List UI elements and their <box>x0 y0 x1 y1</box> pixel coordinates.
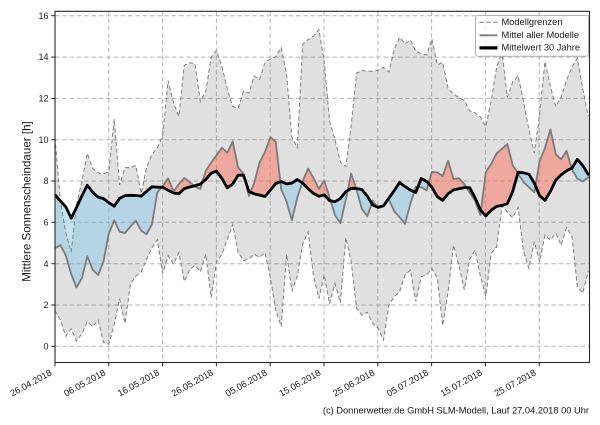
svg-text:8: 8 <box>43 176 48 186</box>
svg-text:Mittelwert 30 Jahre: Mittelwert 30 Jahre <box>502 43 581 53</box>
svg-text:10: 10 <box>38 135 48 145</box>
svg-text:Mittel aller Modelle: Mittel aller Modelle <box>502 30 580 40</box>
svg-text:2: 2 <box>43 300 48 310</box>
svg-text:(c) Donnerwetter.de GmbH SLM-M: (c) Donnerwetter.de GmbH SLM-Modell, Lau… <box>323 406 589 416</box>
svg-text:4: 4 <box>43 259 48 269</box>
svg-text:14: 14 <box>38 52 48 62</box>
svg-text:16: 16 <box>38 11 48 21</box>
svg-text:Mittlere Sonnenscheindauer [h]: Mittlere Sonnenscheindauer [h] <box>21 121 34 281</box>
svg-text:Modellgrenzen: Modellgrenzen <box>502 17 563 27</box>
svg-text:0: 0 <box>43 341 48 351</box>
svg-text:12: 12 <box>38 94 48 104</box>
svg-text:6: 6 <box>43 217 48 227</box>
